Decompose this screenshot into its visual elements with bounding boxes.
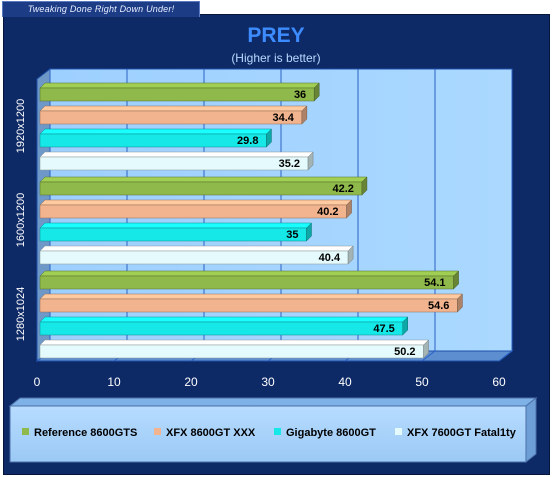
legend-swatch xyxy=(22,428,29,435)
x-tick-label: 40 xyxy=(338,375,352,389)
x-axis-ticks: 0 10 20 30 40 50 60 xyxy=(34,375,506,389)
legend-swatch xyxy=(395,428,402,435)
legend-label: XFX 8600GT XXX xyxy=(166,427,256,439)
bar-value-label: 35.2 xyxy=(279,158,300,170)
bar-value-label: 47.5 xyxy=(373,323,394,335)
bar-value-label: 54.6 xyxy=(428,300,449,312)
bar xyxy=(39,245,354,265)
legend-box xyxy=(8,396,538,464)
bar-value-label: 34.4 xyxy=(272,112,294,124)
bar-value-label: 35 xyxy=(286,229,298,241)
x-tick-label: 50 xyxy=(415,375,429,389)
bar xyxy=(39,176,368,196)
category-label: 1600x1200 xyxy=(15,193,27,247)
legend: Reference 8600GTS XFX 8600GT XXX Gigabyt… xyxy=(10,409,536,464)
bar-value-label: 40.2 xyxy=(317,206,338,218)
bar xyxy=(39,270,460,290)
x-tick-label: 60 xyxy=(492,375,506,389)
legend-label: Gigabyte 8600GT xyxy=(286,427,376,439)
bar xyxy=(39,222,313,242)
bar-value-label: 50.2 xyxy=(394,346,415,358)
chart-title: PREY xyxy=(247,24,304,47)
category-label: 1280x1024 xyxy=(15,287,27,341)
legend-label: Reference 8600GTS xyxy=(34,427,138,439)
legend-item-reference-8600gts: Reference 8600GTS xyxy=(22,425,137,441)
chart-subtitle: (Higher is better) xyxy=(231,51,320,65)
bar-value-label: 40.4 xyxy=(319,252,341,264)
legend-item-xfx-8600gt-xxx: XFX 8600GT XXX xyxy=(154,425,255,441)
category-label: 1920x1200 xyxy=(15,99,27,153)
bar-value-label: 36 xyxy=(294,89,306,101)
x-tick-label: 30 xyxy=(261,375,275,389)
gridline-floor xyxy=(421,350,436,362)
x-tick-label: 0 xyxy=(34,375,41,389)
bar xyxy=(39,293,464,313)
legend-swatch xyxy=(154,428,161,435)
site-tagline-banner: Tweaking Done Right Down Under! xyxy=(2,1,200,17)
bar xyxy=(39,151,314,171)
legend-item-gigabyte-8600gt: Gigabyte 8600GT xyxy=(274,425,376,441)
bar-value-label: 29.8 xyxy=(237,135,258,147)
bar xyxy=(39,105,308,125)
bar xyxy=(39,82,320,102)
legend-swatch xyxy=(274,428,281,435)
bar xyxy=(39,199,353,219)
bar xyxy=(39,128,273,148)
x-tick-label: 20 xyxy=(184,375,198,389)
bar xyxy=(39,339,430,359)
bar-value-label: 42.2 xyxy=(333,183,354,195)
legend-label: XFX 7600GT Fatal1ty xyxy=(407,427,516,439)
bar-value-label: 54.1 xyxy=(424,277,445,289)
y-axis-categories: 1920x1200 1600x1200 1280x1024 xyxy=(15,99,27,341)
gridline-floor xyxy=(498,350,513,362)
legend-item-xfx-7600gt-fatal1ty: XFX 7600GT Fatal1ty xyxy=(395,425,516,441)
x-tick-label: 10 xyxy=(107,375,121,389)
bar xyxy=(39,316,409,336)
